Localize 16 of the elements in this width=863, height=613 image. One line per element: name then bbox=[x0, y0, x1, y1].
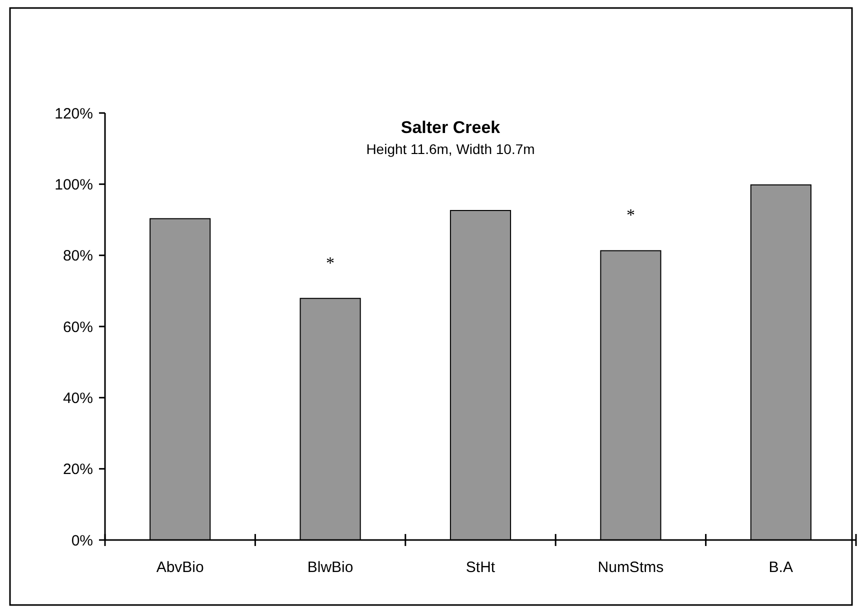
y-tick-label: 20% bbox=[62, 461, 93, 478]
y-tick-label: 80% bbox=[62, 248, 93, 265]
data-label: * bbox=[326, 253, 335, 272]
data-label: * bbox=[626, 206, 635, 225]
y-tick-label: 0% bbox=[71, 532, 93, 550]
x-tick-label: NumStms bbox=[598, 559, 664, 576]
chart-title: Salter Creek bbox=[400, 118, 501, 137]
y-tick-label: 40% bbox=[62, 390, 93, 407]
y-tick-label: 60% bbox=[62, 318, 93, 336]
text: Height 11.6m, Width 10.7m bbox=[366, 141, 535, 157]
x-tick-label: B.A bbox=[768, 559, 793, 576]
y-tick-label: 120% bbox=[54, 105, 93, 122]
y-tick-label: 100% bbox=[54, 176, 93, 194]
x-tick-label: StHt bbox=[466, 559, 496, 576]
x-tick-label: BlwBio bbox=[307, 559, 354, 576]
x-tick-label: AbvBio bbox=[156, 559, 204, 576]
